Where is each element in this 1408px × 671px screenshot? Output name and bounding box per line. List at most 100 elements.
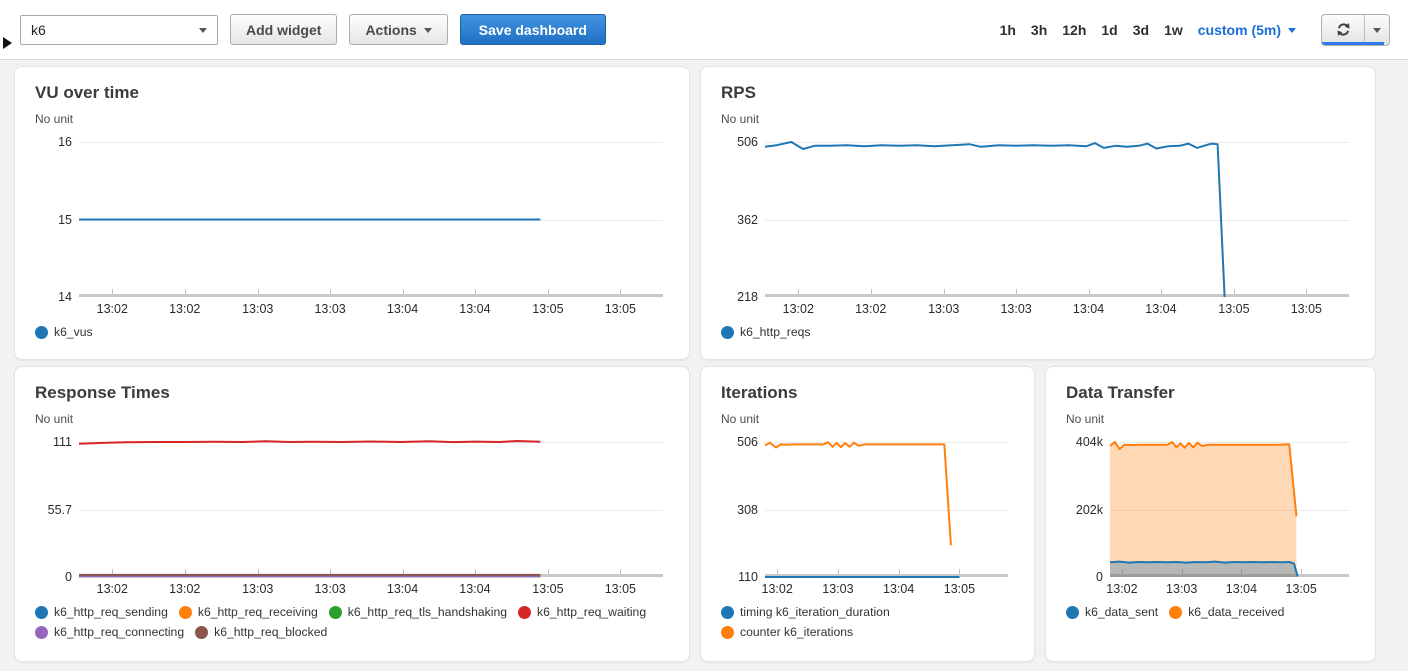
series-area [1110,561,1298,577]
legend-item[interactable]: k6_http_req_waiting [518,605,646,620]
y-axis-unit-label: No unit [1066,412,1105,426]
plot-area[interactable] [765,432,1008,577]
grid-line [1110,442,1349,443]
y-tick-label: 362 [737,212,758,227]
x-axis-tick [1121,569,1123,574]
y-tick-label: 506 [737,435,758,449]
x-axis-tick [898,569,900,574]
legend-label: k6_data_received [1188,605,1285,619]
y-axis-unit-label: No unit [721,412,760,426]
plot-area[interactable] [79,132,663,297]
widget-title: RPS [721,83,756,102]
grid-line [765,219,1349,221]
legend-item[interactable]: k6_http_req_connecting [35,625,184,640]
series-line [79,441,540,444]
legend-color-dot [518,606,532,619]
custom-range-label: custom (5m) [1197,21,1281,38]
legend-color-dot [178,606,192,619]
legend-item[interactable]: k6_data_sent [1066,605,1158,620]
grid-line [79,509,663,511]
legend-item[interactable]: k6_http_req_receiving [178,605,318,620]
chevron-down-icon [1288,28,1296,33]
series-area [1110,442,1297,577]
x-tick-label: 13:04 [883,582,915,596]
x-tick-label: 13:03 [314,582,346,596]
actions-label: Actions [365,21,417,38]
x-axis-tick [257,289,259,294]
plot-area[interactable] [1110,432,1349,577]
x-axis-tick [1241,569,1243,574]
x-tick-label: 13:02 [1106,582,1138,596]
x-axis-tick [402,289,404,294]
x-tick-label: 13:02 [782,302,814,316]
y-tick-label: 218 [737,290,758,304]
time-range-3h[interactable]: 3h [1030,21,1048,38]
chart-canvas [79,432,663,577]
x-tick-label: 13:05 [604,302,636,316]
y-axis-labels: 16 15 14 [35,132,79,318]
x-axis-tick [1181,569,1183,574]
x-tick-label: 13:03 [1166,582,1198,596]
refresh-options-button[interactable] [1364,14,1389,45]
x-tick-label: 13:05 [532,302,564,316]
x-axis-labels: 13:02 13:03 13:04 13:05 [762,577,1008,598]
time-range-12h[interactable]: 12h [1062,21,1087,38]
actions-button[interactable]: Actions [349,14,448,45]
chevron-down-icon [1373,28,1381,33]
x-axis-tick [474,289,476,294]
x-axis-tick [837,569,839,574]
legend-item[interactable]: k6_vus [35,325,93,340]
add-widget-button[interactable]: Add widget [230,14,338,45]
x-tick-label: 13:05 [943,582,976,596]
x-axis-line [79,294,663,297]
series-line [1110,562,1298,577]
plot-area[interactable] [79,432,663,577]
x-axis-tick [184,289,186,294]
legend-item[interactable]: counter k6_iterations [721,625,853,640]
y-axis-labels: 506 362 218 [721,132,765,318]
x-tick-label: 13:05 [532,582,564,596]
x-tick-label: 13:03 [1000,302,1032,316]
legend-item[interactable]: k6_http_req_blocked [195,625,327,640]
sidebar-expand-toggle[interactable] [3,37,12,49]
x-tick-label: 13:04 [386,582,419,596]
legend-item[interactable]: k6_http_req_tls_handshaking [328,605,507,620]
time-range-1h[interactable]: 1h [999,21,1016,38]
x-tick-label: 13:02 [96,582,128,596]
x-axis-tick [1160,289,1162,294]
y-tick-label: 202k [1075,502,1103,517]
x-axis-tick [402,569,404,574]
legend-item[interactable]: k6_data_received [1169,605,1284,620]
dashboard-name-select[interactable]: k6 [20,14,218,45]
legend-color-dot [35,326,48,339]
legend-label: counter k6_iterations [740,625,854,639]
x-axis-tick [184,569,186,574]
time-range-custom[interactable]: custom (5m) [1198,22,1296,38]
dashboard-body: VU over time No unit 16 15 14 13:02 13:02 13… [0,60,1408,662]
time-range-1d[interactable]: 1d [1101,21,1118,38]
x-tick-label: 13:04 [459,302,491,316]
legend-color-dot [35,606,48,619]
refresh-button[interactable] [1322,15,1364,45]
legend-item[interactable]: k6_http_req_sending [35,605,168,620]
save-dashboard-button[interactable]: Save dashboard [459,14,606,45]
y-axis-labels: 506 308 110 [721,432,765,598]
refresh-icon [1336,23,1350,36]
time-range-1w[interactable]: 1w [1164,21,1183,38]
legend-item[interactable]: k6_http_reqs [721,325,810,340]
series-line [765,142,1225,297]
legend-label: k6_vus [54,325,93,339]
x-tick-label: 13:05 [1290,302,1322,316]
x-axis-labels: 13:02 13:03 13:04 13:05 [1106,577,1349,598]
x-tick-label: 13:04 [1072,302,1105,316]
x-axis-line [765,294,1349,297]
legend-item[interactable]: timing k6_iteration_duration [721,605,890,620]
y-tick-label: 16 [58,135,72,149]
chart-canvas [79,132,663,297]
time-range-3d[interactable]: 3d [1132,21,1150,38]
plot-area[interactable] [765,132,1349,297]
y-tick-label: 0 [1096,570,1103,584]
chevron-down-icon [423,28,432,33]
legend-label: k6_http_reqs [740,325,811,339]
y-tick-label: 55.7 [47,502,72,517]
